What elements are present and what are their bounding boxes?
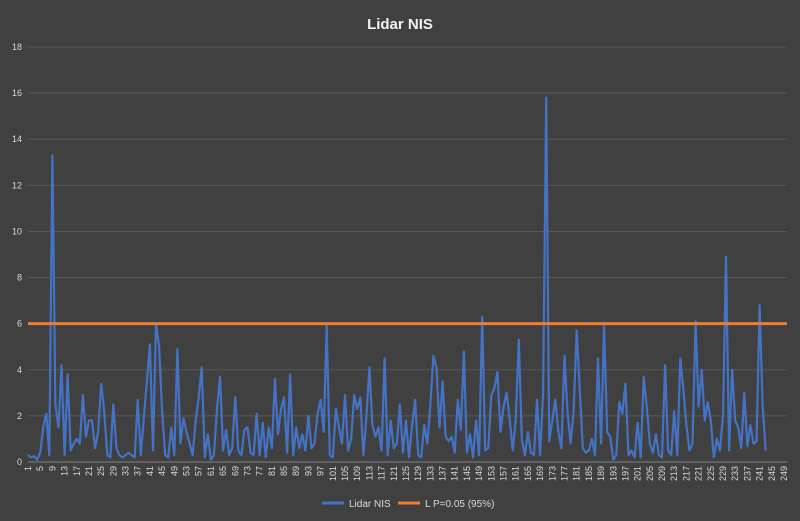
legend-label-lidar-nis: Lidar NIS bbox=[349, 499, 391, 510]
x-tick-label-37: 37 bbox=[133, 466, 143, 476]
x-tick-label-125: 125 bbox=[401, 466, 411, 481]
x-tick-label-161: 161 bbox=[511, 466, 521, 481]
x-tick-label-73: 73 bbox=[242, 466, 252, 476]
x-tick-label-213: 213 bbox=[669, 466, 679, 481]
x-tick-label-81: 81 bbox=[267, 466, 277, 476]
x-tick-label-121: 121 bbox=[389, 466, 399, 481]
x-tick-label-77: 77 bbox=[255, 466, 265, 476]
x-tick-label-85: 85 bbox=[279, 466, 289, 476]
x-tick-label-133: 133 bbox=[425, 466, 435, 481]
x-tick-label-109: 109 bbox=[352, 466, 362, 481]
x-tick-label-173: 173 bbox=[547, 466, 557, 481]
y-tick-label-0: 0 bbox=[17, 457, 22, 467]
y-tick-label-12: 12 bbox=[12, 180, 22, 190]
x-tick-label-177: 177 bbox=[559, 466, 569, 481]
series-layer bbox=[27, 96, 787, 461]
x-tick-label-65: 65 bbox=[218, 466, 228, 476]
legend-label-threshold: L P=0.05 (95%) bbox=[425, 499, 494, 510]
y-tick-label-18: 18 bbox=[12, 42, 22, 52]
y-tick-label-2: 2 bbox=[17, 411, 22, 421]
x-tick-label-201: 201 bbox=[633, 466, 643, 481]
y-tick-label-6: 6 bbox=[17, 319, 22, 329]
x-tick-label-17: 17 bbox=[72, 466, 82, 476]
x-tick-label-113: 113 bbox=[364, 466, 374, 480]
x-tick-label-193: 193 bbox=[608, 466, 618, 481]
x-tick-label-221: 221 bbox=[694, 466, 704, 481]
x-tick-label-49: 49 bbox=[169, 466, 179, 476]
x-tick-label-9: 9 bbox=[47, 466, 57, 471]
x-tick-label-53: 53 bbox=[182, 466, 192, 476]
x-tick-label-69: 69 bbox=[230, 466, 240, 476]
x-tick-label-229: 229 bbox=[718, 466, 728, 481]
y-tick-label-16: 16 bbox=[12, 88, 22, 98]
x-tick-label-57: 57 bbox=[194, 466, 204, 476]
x-tick-label-185: 185 bbox=[584, 466, 594, 481]
x-tick-label-165: 165 bbox=[523, 466, 533, 481]
x-tick-label-209: 209 bbox=[657, 466, 667, 481]
x-axis-ticks: 1 5 9 13 17 21 25 29 33 37 41 45 49 53 57 61 65 69 73 77 81 8… bbox=[23, 461, 789, 481]
y-tick-label-4: 4 bbox=[17, 365, 22, 375]
x-tick-label-153: 153 bbox=[486, 466, 496, 481]
x-tick-label-145: 145 bbox=[462, 466, 472, 481]
x-tick-label-189: 189 bbox=[596, 466, 606, 481]
x-tick-label-245: 245 bbox=[767, 466, 777, 481]
x-tick-label-249: 249 bbox=[779, 466, 789, 481]
x-tick-label-217: 217 bbox=[681, 466, 691, 481]
x-tick-label-25: 25 bbox=[96, 466, 106, 476]
x-tick-label-1: 1 bbox=[23, 466, 33, 471]
legend: Lidar NIS L P=0.05 (95%) bbox=[322, 499, 494, 510]
x-tick-label-241: 241 bbox=[755, 466, 765, 481]
x-tick-label-105: 105 bbox=[340, 466, 350, 481]
x-tick-label-97: 97 bbox=[316, 466, 326, 476]
x-tick-label-237: 237 bbox=[742, 466, 752, 481]
x-tick-label-45: 45 bbox=[157, 466, 167, 476]
chart-title: Lidar NIS bbox=[367, 16, 433, 33]
x-tick-label-13: 13 bbox=[60, 466, 70, 476]
x-tick-label-181: 181 bbox=[572, 466, 582, 481]
x-tick-label-157: 157 bbox=[499, 466, 509, 481]
y-tick-label-10: 10 bbox=[12, 226, 22, 236]
x-tick-label-129: 129 bbox=[413, 466, 423, 481]
x-tick-label-149: 149 bbox=[474, 466, 484, 481]
x-tick-label-169: 169 bbox=[535, 466, 545, 481]
x-tick-label-29: 29 bbox=[108, 466, 118, 476]
y-tick-label-14: 14 bbox=[12, 134, 22, 144]
x-tick-label-21: 21 bbox=[84, 466, 94, 476]
x-tick-label-33: 33 bbox=[121, 466, 131, 476]
gridlines bbox=[28, 46, 787, 463]
x-tick-label-141: 141 bbox=[450, 466, 460, 481]
x-tick-label-101: 101 bbox=[328, 466, 338, 481]
y-tick-label-8: 8 bbox=[17, 273, 22, 283]
y-axis-ticks: 0 2 4 6 8 10 12 14 16 18 bbox=[12, 42, 22, 467]
x-tick-label-89: 89 bbox=[291, 466, 301, 476]
series-line-lidar-nis bbox=[27, 96, 767, 461]
x-tick-label-233: 233 bbox=[730, 466, 740, 481]
x-tick-label-93: 93 bbox=[303, 466, 313, 476]
x-tick-label-137: 137 bbox=[438, 466, 448, 481]
x-tick-label-5: 5 bbox=[35, 466, 45, 471]
x-tick-label-61: 61 bbox=[206, 466, 216, 476]
x-tick-label-197: 197 bbox=[620, 466, 630, 481]
x-tick-label-117: 117 bbox=[377, 466, 387, 480]
x-tick-label-225: 225 bbox=[706, 466, 716, 481]
x-tick-label-205: 205 bbox=[645, 466, 655, 481]
x-tick-label-41: 41 bbox=[145, 466, 155, 476]
